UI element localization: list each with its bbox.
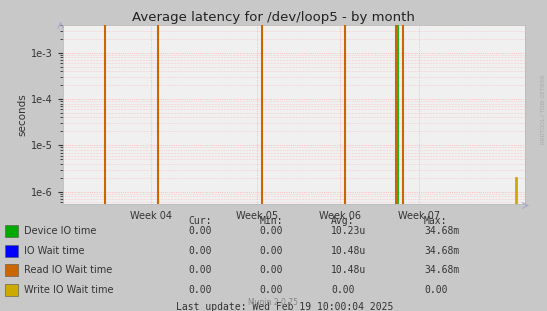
Text: IO Wait time: IO Wait time (24, 246, 85, 256)
Text: Device IO time: Device IO time (24, 226, 96, 236)
Text: 10.23u: 10.23u (331, 226, 366, 236)
Text: Write IO Wait time: Write IO Wait time (24, 285, 114, 295)
Text: 0.00: 0.00 (189, 246, 212, 256)
Text: 0.00: 0.00 (189, 226, 212, 236)
Text: Average latency for /dev/loop5 - by month: Average latency for /dev/loop5 - by mont… (132, 11, 415, 24)
Text: 34.68m: 34.68m (424, 226, 459, 236)
Text: RRDTOOL / TOBI OETIKER: RRDTOOL / TOBI OETIKER (541, 74, 546, 144)
Text: 0.00: 0.00 (424, 285, 447, 295)
Text: 0.00: 0.00 (189, 285, 212, 295)
Text: 0.00: 0.00 (260, 265, 283, 275)
Text: Avg:: Avg: (331, 216, 354, 226)
Text: Munin 2.0.75: Munin 2.0.75 (248, 298, 299, 307)
Y-axis label: seconds: seconds (17, 93, 27, 136)
Text: Min:: Min: (260, 216, 283, 226)
Text: 0.00: 0.00 (260, 246, 283, 256)
Text: Read IO Wait time: Read IO Wait time (24, 265, 112, 275)
Text: 0.00: 0.00 (331, 285, 354, 295)
Text: 10.48u: 10.48u (331, 246, 366, 256)
Text: Cur:: Cur: (189, 216, 212, 226)
Text: 34.68m: 34.68m (424, 265, 459, 275)
Text: 10.48u: 10.48u (331, 265, 366, 275)
Text: Max:: Max: (424, 216, 447, 226)
Text: 0.00: 0.00 (260, 285, 283, 295)
Text: 0.00: 0.00 (189, 265, 212, 275)
Text: 0.00: 0.00 (260, 226, 283, 236)
Text: Last update: Wed Feb 19 10:00:04 2025: Last update: Wed Feb 19 10:00:04 2025 (176, 302, 393, 311)
Text: 34.68m: 34.68m (424, 246, 459, 256)
